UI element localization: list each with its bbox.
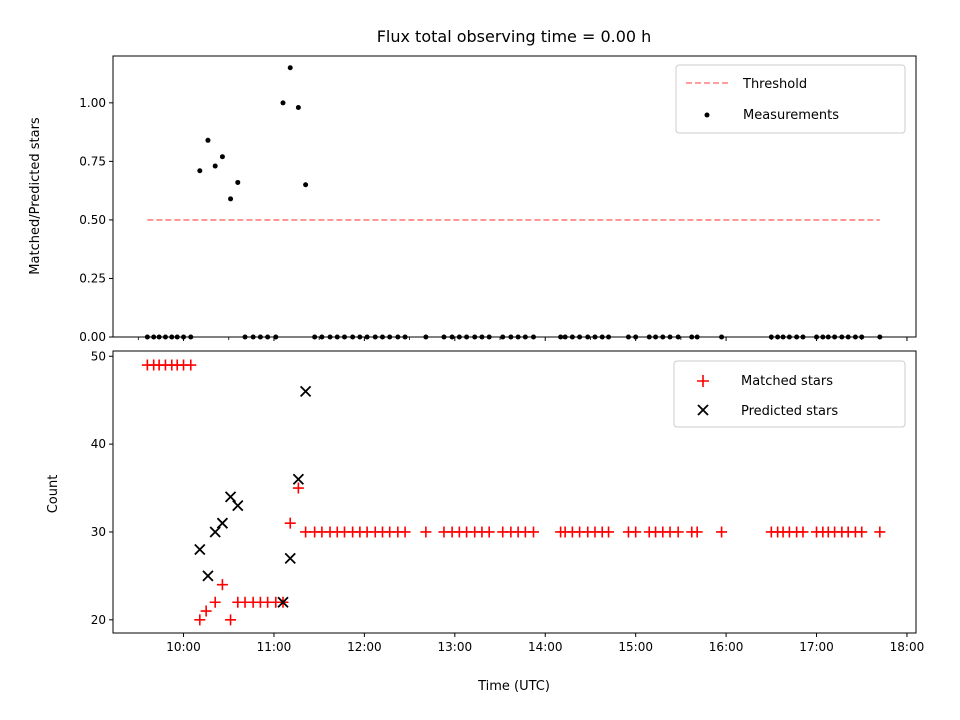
ratio-y-tick-label: 0.25 [79, 271, 106, 285]
legend-predicted-swatch [697, 404, 709, 416]
predicted-star-point [216, 517, 229, 529]
measurement-point [280, 100, 286, 106]
matched-star-point [194, 614, 206, 626]
x-tick-label: 12:00 [347, 640, 382, 654]
ratio-y-tick-label: 0.75 [79, 154, 106, 168]
measurement-point [235, 179, 241, 185]
x-tick-label: 13:00 [438, 640, 473, 654]
matched-star-point [420, 526, 432, 538]
predicted-star-point [284, 552, 296, 564]
ratio-y-tick-label: 0.00 [79, 330, 106, 344]
measurement-point [219, 154, 225, 160]
matched-star-point [874, 526, 886, 538]
count-y-axis-label: Count [46, 475, 61, 514]
matched-star-point [797, 526, 809, 538]
measurement-point [212, 163, 218, 169]
matched-star-point [225, 614, 237, 626]
measurement-point [303, 182, 309, 188]
predicted-star-point [209, 526, 221, 538]
matched-star-point [483, 526, 495, 538]
predicted-star-point [232, 499, 244, 512]
legend-matched-label: Matched stars [741, 374, 833, 389]
measurement-point [197, 168, 203, 174]
x-tick-label: 11:00 [257, 640, 292, 654]
ratio-marks [144, 65, 883, 340]
matched-star-point [185, 359, 197, 371]
predicted-star-point [202, 570, 214, 582]
matched-star-point [691, 526, 703, 538]
x-tick-label: 15:00 [618, 640, 653, 654]
measurement-point [228, 196, 234, 202]
predicted-star-point [277, 596, 289, 608]
chart-title: Flux total observing time = 0.00 h [377, 27, 652, 46]
matched-star-point [399, 526, 411, 538]
ratio-y-axis-label: Matched/Predicted stars [28, 117, 43, 275]
matched-star-point [200, 605, 212, 617]
legend-measurements-swatch [704, 112, 710, 118]
x-tick-label: 17:00 [799, 640, 834, 654]
matched-star-point [284, 517, 296, 529]
count-y-tick-label: 30 [91, 525, 106, 539]
legend-predicted-label: Predicted stars [741, 404, 838, 419]
matched-star-point [630, 526, 642, 538]
x-axis-label: Time (UTC) [477, 679, 550, 694]
count-panel: Count Time (UTC) 20 30 40 50 10:00 11:00 12:00… [46, 349, 924, 694]
ratio-legend-box [675, 64, 906, 134]
predicted-star-point [194, 543, 206, 556]
measurement-point [295, 105, 301, 111]
ratio-y-tick-label: 0.50 [79, 213, 106, 227]
legend-threshold-label: Threshold [742, 77, 807, 92]
count-marks [141, 359, 886, 626]
count-legend: Matched stars Predicted stars [673, 360, 906, 428]
matched-star-point [527, 526, 539, 538]
matched-star-point [856, 526, 868, 538]
ratio-axes-frame [112, 55, 917, 338]
ratio-y-tick-label: 1.00 [79, 96, 106, 110]
ratio-axis-ticks: 0.00 0.25 0.50 0.75 1.00 [79, 96, 908, 344]
matched-star-point [209, 596, 221, 608]
matched-star-point [716, 526, 728, 538]
ratio-legend: Threshold Measurements [675, 64, 906, 134]
matched-star-point [292, 482, 304, 494]
count-legend-box [673, 360, 906, 428]
ratio-panel: Flux total observing time = 0.00 h Match… [28, 27, 917, 344]
predicted-star-point [292, 473, 305, 485]
count-y-tick-label: 50 [91, 349, 106, 363]
matched-star-point [216, 579, 228, 591]
measurement-point [205, 137, 211, 143]
x-tick-label: 16:00 [709, 640, 744, 654]
x-tick-label: 18:00 [890, 640, 925, 654]
predicted-star-point [299, 385, 312, 398]
x-tick-label: 14:00 [528, 640, 563, 654]
count-y-tick-label: 20 [91, 613, 106, 627]
legend-measurements-label: Measurements [743, 108, 839, 123]
count-y-tick-label: 40 [91, 437, 106, 451]
predicted-star-point [224, 491, 237, 503]
count-axes-frame [112, 350, 917, 634]
x-tick-label: 10:00 [166, 640, 201, 654]
matched-star-point [603, 526, 615, 538]
count-axis-ticks: 20 30 40 50 10:00 11:00 12:00 13:00 14:00 15:00 16… [91, 349, 925, 654]
measurement-point [287, 65, 293, 71]
matched-star-point [672, 526, 684, 538]
legend-matched-swatch [697, 375, 709, 387]
